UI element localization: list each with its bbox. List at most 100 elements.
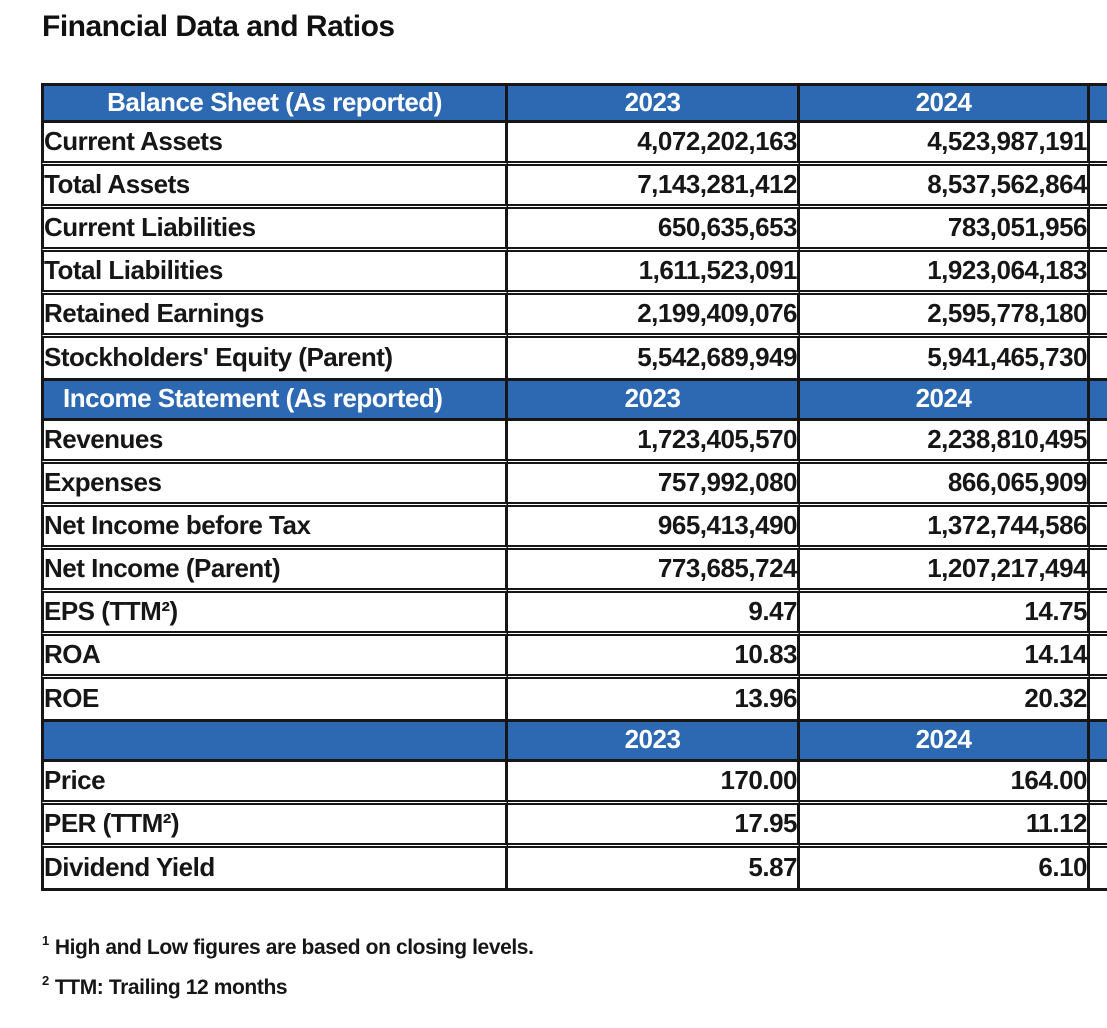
row-label: Price — [41, 762, 508, 805]
value-cell: 14.14 — [800, 636, 1090, 679]
footnote-marker: 1 — [42, 933, 49, 948]
value-cell: 6.10 — [800, 848, 1090, 891]
section-header-row: Income Statement (As reported) 2023 2024 — [41, 381, 1107, 421]
table-row: ROA 10.83 14.14 — [41, 636, 1107, 679]
clipped-column-cell — [1090, 421, 1107, 464]
year-header-cell: 2024 — [800, 722, 1090, 762]
row-label: ROA — [41, 636, 508, 679]
year-header-cell: 2024 — [800, 381, 1090, 421]
table-row: PER (TTM²) 17.95 11.12 — [41, 805, 1107, 848]
value-cell: 5.87 — [508, 848, 800, 891]
value-cell: 164.00 — [800, 762, 1090, 805]
table-row: Revenues 1,723,405,570 2,238,810,495 — [41, 421, 1107, 464]
clipped-column-cell — [1090, 636, 1107, 679]
value-cell: 773,685,724 — [508, 550, 800, 593]
value-cell: 11.12 — [800, 805, 1090, 848]
year-header-cell: 2024 — [800, 83, 1090, 123]
row-label: Stockholders' Equity (Parent) — [41, 338, 508, 381]
clipped-column-cell — [1090, 464, 1107, 507]
value-cell: 5,941,465,730 — [800, 338, 1090, 381]
table-row: Dividend Yield 5.87 6.10 — [41, 848, 1107, 891]
clipped-column-cell — [1090, 209, 1107, 252]
value-cell: 965,413,490 — [508, 507, 800, 550]
table-row: Stockholders' Equity (Parent) 5,542,689,9… — [41, 338, 1107, 381]
table-row: Retained Earnings 2,199,409,076 2,595,778,… — [41, 295, 1107, 338]
year-header-cell: 2023 — [508, 381, 800, 421]
row-label: Current Assets — [41, 123, 508, 166]
value-cell: 4,072,202,163 — [508, 123, 800, 166]
value-cell: 8,537,562,864 — [800, 166, 1090, 209]
financial-table-container: Balance Sheet (As reported) 2023 2024 Curre… — [41, 83, 1107, 901]
value-cell: 783,051,956 — [800, 209, 1090, 252]
clipped-column-cell — [1090, 381, 1107, 421]
table-row: Net Income (Parent) 773,685,724 1,207,217,… — [41, 550, 1107, 593]
footnote-text: High and Low figures are based on closin… — [54, 936, 534, 959]
footnote-line: 1 High and Low figures are based on closi… — [42, 928, 534, 968]
clipped-column-cell — [1090, 252, 1107, 295]
clipped-column-cell — [1090, 295, 1107, 338]
value-cell: 7,143,281,412 — [508, 166, 800, 209]
financial-table: Balance Sheet (As reported) 2023 2024 Curre… — [41, 83, 1107, 891]
clipped-column-cell — [1090, 550, 1107, 593]
value-cell: 4,523,987,191 — [800, 123, 1090, 166]
table-row: Current Liabilities 650,635,653 783,051,95… — [41, 209, 1107, 252]
page-title: Financial Data and Ratios — [42, 10, 395, 43]
clipped-column-cell — [1090, 848, 1107, 891]
clipped-column-cell — [1090, 679, 1107, 722]
value-cell: 13.96 — [508, 679, 800, 722]
clipped-column-cell — [1090, 762, 1107, 805]
value-cell: 650,635,653 — [508, 209, 800, 252]
row-label: Revenues — [41, 421, 508, 464]
value-cell: 2,199,409,076 — [508, 295, 800, 338]
value-cell: 5,542,689,949 — [508, 338, 800, 381]
value-cell: 1,723,405,570 — [508, 421, 800, 464]
value-cell: 9.47 — [508, 593, 800, 636]
value-cell: 757,992,080 — [508, 464, 800, 507]
clipped-column-cell — [1090, 83, 1107, 123]
value-cell: 14.75 — [800, 593, 1090, 636]
value-cell: 17.95 — [508, 805, 800, 848]
section-header-row: Balance Sheet (As reported) 2023 2024 — [41, 83, 1107, 123]
row-label: PER (TTM²) — [41, 805, 508, 848]
row-label: Total Liabilities — [41, 252, 508, 295]
value-cell: 1,923,064,183 — [800, 252, 1090, 295]
table-row: Total Assets 7,143,281,412 8,537,562,864 — [41, 166, 1107, 209]
row-label: Net Income (Parent) — [41, 550, 508, 593]
row-label: Total Assets — [41, 166, 508, 209]
table-row: Net Income before Tax 965,413,490 1,372,74… — [41, 507, 1107, 550]
value-cell: 1,372,744,586 — [800, 507, 1090, 550]
row-label: Net Income before Tax — [41, 507, 508, 550]
clipped-column-cell — [1090, 593, 1107, 636]
clipped-column-cell — [1090, 338, 1107, 381]
value-cell: 2,595,778,180 — [800, 295, 1090, 338]
section-header-cell: Balance Sheet (As reported) — [41, 83, 508, 123]
table-row: Total Liabilities 1,611,523,091 1,923,064,… — [41, 252, 1107, 295]
table-row: Current Assets 4,072,202,163 4,523,987,191 — [41, 123, 1107, 166]
clipped-column-cell — [1090, 166, 1107, 209]
section-header-cell — [41, 722, 508, 762]
footnote-text: TTM: Trailing 12 months — [54, 976, 288, 999]
table-row: Expenses 757,992,080 866,065,909 — [41, 464, 1107, 507]
footnote-marker: 2 — [42, 973, 49, 988]
value-cell: 10.83 — [508, 636, 800, 679]
year-header-cell: 2023 — [508, 722, 800, 762]
clipped-column-cell — [1090, 805, 1107, 848]
clipped-column-cell — [1090, 722, 1107, 762]
table-row: EPS (TTM²) 9.47 14.75 — [41, 593, 1107, 636]
value-cell: 1,207,217,494 — [800, 550, 1090, 593]
row-label: Retained Earnings — [41, 295, 508, 338]
section-header-row: 2023 2024 — [41, 722, 1107, 762]
table-row: Price 170.00 164.00 — [41, 762, 1107, 805]
footnotes: 1 High and Low figures are based on closi… — [42, 928, 534, 1008]
footnote-line: 2 TTM: Trailing 12 months — [42, 968, 534, 1008]
year-header-cell: 2023 — [508, 83, 800, 123]
value-cell: 1,611,523,091 — [508, 252, 800, 295]
table-row: ROE 13.96 20.32 — [41, 679, 1107, 722]
row-label: ROE — [41, 679, 508, 722]
section-header-cell: Income Statement (As reported) — [41, 381, 508, 421]
value-cell: 170.00 — [508, 762, 800, 805]
row-label: Dividend Yield — [41, 848, 508, 891]
clipped-column-cell — [1090, 123, 1107, 166]
financial-table-body: Balance Sheet (As reported) 2023 2024 Curre… — [41, 83, 1107, 891]
